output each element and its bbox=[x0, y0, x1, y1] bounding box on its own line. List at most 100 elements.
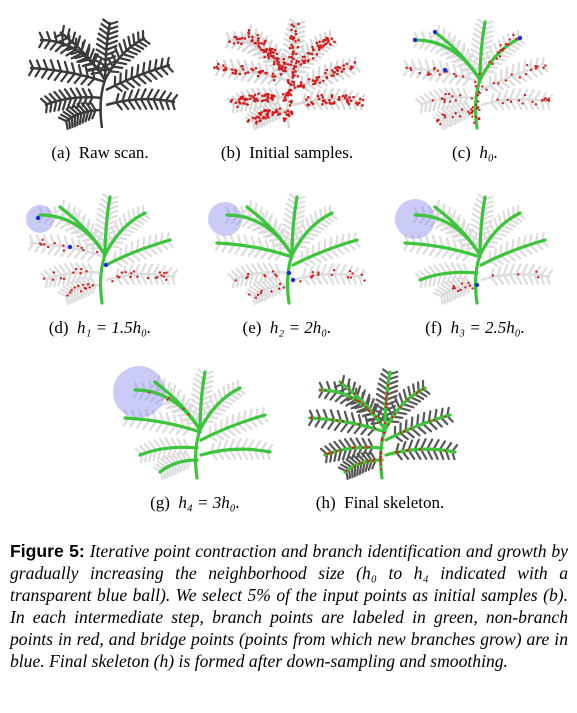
sample-point bbox=[454, 111, 457, 115]
leaflet bbox=[346, 66, 356, 76]
sample-point bbox=[317, 97, 321, 101]
sample-point bbox=[244, 102, 247, 105]
sample-point bbox=[451, 95, 454, 98]
sample-point bbox=[40, 243, 43, 246]
sample-point bbox=[249, 97, 252, 100]
leaflet bbox=[444, 262, 453, 274]
leaflet bbox=[489, 221, 496, 235]
leaflet bbox=[413, 438, 420, 451]
leaflet bbox=[65, 48, 77, 57]
sample-point bbox=[352, 95, 355, 99]
sample-point bbox=[288, 55, 291, 59]
leaflet bbox=[62, 110, 74, 119]
leaflet bbox=[333, 273, 341, 285]
leaflet bbox=[445, 62, 451, 75]
figure-caption: Figure 5: Iterative point contraction an… bbox=[10, 540, 568, 672]
sample-point bbox=[272, 54, 275, 58]
leaflet bbox=[496, 275, 505, 286]
leaflet bbox=[539, 266, 548, 277]
sample-point bbox=[311, 45, 314, 49]
sample-point bbox=[358, 423, 361, 426]
leaflet bbox=[431, 234, 438, 248]
leaflet bbox=[459, 66, 465, 78]
sample-point bbox=[351, 446, 354, 449]
sample-point bbox=[405, 66, 408, 69]
sample-point bbox=[264, 71, 267, 75]
leaflet bbox=[231, 95, 240, 104]
sample-point bbox=[347, 388, 351, 391]
leaflet bbox=[278, 109, 284, 120]
leaflet bbox=[445, 116, 449, 129]
sample-point bbox=[299, 280, 302, 283]
leaflet bbox=[53, 265, 63, 277]
sample-point bbox=[166, 398, 169, 401]
sample-point bbox=[341, 94, 345, 98]
leaflet bbox=[511, 249, 522, 260]
leaflet bbox=[58, 89, 68, 101]
sample-point bbox=[473, 121, 476, 125]
leaflet bbox=[434, 45, 446, 55]
leaflet bbox=[511, 238, 515, 253]
leaflet bbox=[479, 49, 492, 57]
sample-point bbox=[470, 111, 474, 114]
leaflet bbox=[84, 66, 90, 78]
leaflet bbox=[438, 88, 448, 100]
sample-point bbox=[467, 281, 470, 285]
leaflet bbox=[343, 410, 350, 424]
sample-point bbox=[246, 275, 249, 279]
leaflet bbox=[72, 104, 83, 115]
leaflet bbox=[348, 456, 360, 466]
leaflet bbox=[336, 409, 343, 423]
sample-point bbox=[264, 98, 268, 102]
leaflet bbox=[314, 99, 323, 110]
leaflet bbox=[105, 219, 118, 227]
leaflet bbox=[302, 276, 310, 286]
sample-point bbox=[516, 273, 520, 276]
leaflet bbox=[521, 263, 529, 276]
sample-point bbox=[488, 60, 491, 64]
leaflet bbox=[463, 48, 470, 61]
sample-point bbox=[74, 267, 78, 271]
leaflet bbox=[424, 101, 428, 113]
sample-point bbox=[213, 66, 216, 69]
sample-point bbox=[283, 111, 287, 114]
leaflet bbox=[298, 65, 311, 69]
sample-point bbox=[311, 79, 315, 82]
sample-point bbox=[478, 72, 481, 75]
sample-point bbox=[287, 90, 291, 94]
sample-point bbox=[367, 409, 371, 412]
sample-point bbox=[296, 85, 300, 88]
sample-point bbox=[148, 391, 151, 394]
bridge-point bbox=[474, 282, 480, 288]
leaflet bbox=[243, 234, 250, 248]
stem bbox=[216, 66, 293, 84]
sample-point bbox=[237, 100, 241, 104]
leaflet bbox=[358, 462, 363, 476]
sample-point bbox=[77, 284, 80, 288]
sample-point bbox=[329, 43, 332, 46]
branch-line bbox=[225, 213, 294, 257]
leaflet bbox=[122, 38, 128, 52]
leaflet bbox=[488, 84, 498, 93]
sample-point bbox=[234, 35, 238, 39]
non-branch-points bbox=[451, 270, 540, 293]
sample-point bbox=[266, 100, 270, 103]
sample-point bbox=[380, 438, 384, 441]
leaflet bbox=[311, 69, 315, 82]
sample-point bbox=[262, 99, 265, 102]
leaflet bbox=[293, 34, 306, 41]
leaflet bbox=[314, 274, 323, 285]
leaflet bbox=[493, 217, 500, 231]
leaflet bbox=[235, 267, 245, 278]
sample-point bbox=[254, 117, 257, 120]
stem bbox=[292, 97, 363, 107]
leaflet bbox=[159, 66, 169, 76]
leaflet bbox=[56, 59, 63, 73]
leaflet bbox=[416, 413, 420, 428]
leaflet bbox=[319, 33, 323, 46]
sample-point bbox=[341, 419, 345, 423]
sample-point bbox=[257, 92, 260, 96]
sample-point bbox=[380, 463, 383, 466]
sample-point bbox=[542, 66, 545, 70]
sample-point bbox=[324, 42, 328, 45]
